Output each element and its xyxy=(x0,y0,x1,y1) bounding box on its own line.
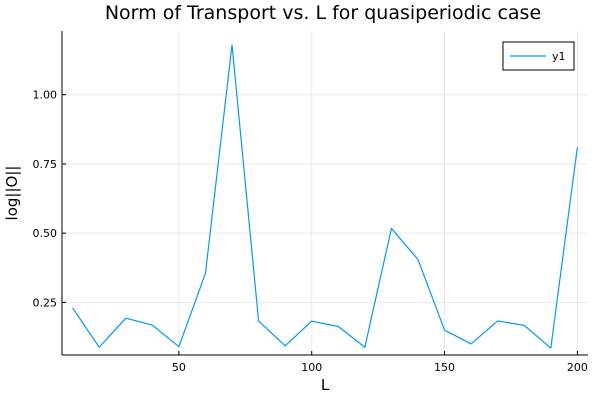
x-tick-label: 200 xyxy=(567,361,588,374)
x-tick-label: 150 xyxy=(434,361,455,374)
data-point xyxy=(311,321,312,322)
grid xyxy=(62,31,588,355)
y-tick-label: 0.50 xyxy=(33,227,58,240)
chart-title: Norm of Transport vs. L for quasiperiodi… xyxy=(105,2,541,24)
y-tick-label: 0.75 xyxy=(33,158,58,171)
legend: y1 xyxy=(502,41,575,71)
data-point xyxy=(72,307,73,308)
series-line-y1 xyxy=(72,44,578,349)
data-point xyxy=(577,147,578,148)
data-point xyxy=(231,44,232,45)
legend-label-y1: y1 xyxy=(552,50,566,63)
data-point xyxy=(391,228,392,229)
y-tick-label: 1.00 xyxy=(33,89,58,102)
data-point xyxy=(550,347,551,348)
data-point xyxy=(338,326,339,327)
y-ticks: 0.25 0.50 0.75 1.00 xyxy=(33,89,66,309)
data-point xyxy=(152,324,153,325)
x-tick-label: 100 xyxy=(301,361,322,374)
axes xyxy=(61,31,588,356)
data-point xyxy=(524,325,525,326)
data-point xyxy=(364,347,365,348)
data-point xyxy=(125,318,126,319)
data-point xyxy=(258,320,259,321)
data-point xyxy=(178,346,179,347)
data-point xyxy=(471,343,472,344)
data-point xyxy=(285,345,286,346)
y-tick-label: 0.25 xyxy=(33,296,58,309)
data-point xyxy=(205,273,206,274)
data-point xyxy=(497,320,498,321)
x-tick-label: 50 xyxy=(172,361,186,374)
x-axis-label: L xyxy=(321,376,330,394)
data-point xyxy=(444,329,445,330)
series xyxy=(72,44,578,349)
x-ticks: 50 100 150 200 xyxy=(172,351,588,374)
y-axis-label: log||O|| xyxy=(3,166,21,221)
data-point xyxy=(99,347,100,348)
data-point xyxy=(417,259,418,260)
